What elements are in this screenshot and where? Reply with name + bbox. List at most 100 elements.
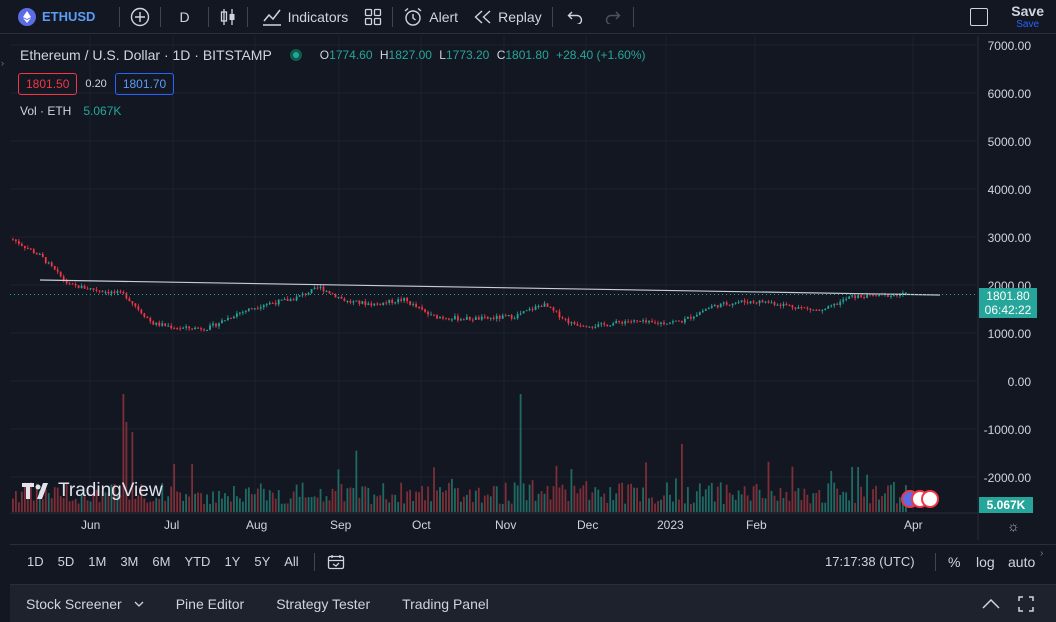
volume-bar [675,478,677,512]
volume-bar [534,500,537,512]
events-flags[interactable] [901,490,939,508]
range-all[interactable]: All [284,554,299,569]
candle-body [594,326,597,328]
tab-strategy-tester[interactable]: Strategy Tester [276,595,371,612]
settings-gear-icon[interactable]: ☼ [1007,518,1020,534]
date-range-bar: 1D 5D 1M 3M 6M YTD 1Y 5Y All 17:17:38 (UTC) % lo… [10,544,1056,578]
interval-button[interactable]: D [163,0,205,34]
volume-bar [274,498,277,512]
undo-button[interactable] [555,0,595,34]
candle-body [630,321,633,323]
indicators-button[interactable]: Indicators [250,0,357,34]
volume-bar [224,493,226,512]
replay-button[interactable]: Replay [466,0,550,34]
log-scale-toggle[interactable]: log [976,553,995,570]
range-5d[interactable]: 5D [57,554,75,569]
range-3m[interactable]: 3M [120,554,139,569]
chevron-down-icon[interactable] [134,601,144,607]
symbol-label: ETHUSD [42,9,96,24]
volume-bar [645,462,647,512]
series-title[interactable]: Ethereum / U.S. Dollar · 1D · BITSTAMP [20,47,272,63]
symbol-search[interactable]: ETHUSD [0,0,103,34]
volume-bar [483,495,486,512]
utc-clock[interactable]: 17:17:38 (UTC) [825,554,915,569]
alert-button[interactable]: Alert [395,0,466,34]
candle-body [167,325,170,327]
range-6m[interactable]: 6M [152,554,171,569]
volume-bar [815,492,818,512]
auto-scale-toggle[interactable]: auto [1008,553,1036,570]
candle-body [68,283,71,285]
volume-bar [167,496,170,512]
volume-bar [875,485,877,512]
sell-price-button[interactable]: 1801.50 [18,73,78,95]
candle-body [35,253,38,255]
volume-bar [110,484,113,512]
range-5y[interactable]: 5Y [254,554,271,569]
candle-body [161,323,164,326]
candle-body [618,320,621,322]
volume-bar [576,493,579,512]
candle-body [382,302,385,306]
candle-body [492,317,495,320]
percent-scale-toggle[interactable]: % [948,553,961,570]
candle-body [250,308,253,310]
volume-legend[interactable]: Vol · ETH 5.067K [20,104,121,118]
candle-body [86,288,89,290]
volume-bar [851,467,854,512]
chevron-right-icon[interactable]: › [1040,548,1044,559]
range-1d[interactable]: 1D [27,554,44,569]
range-1y[interactable]: 1Y [224,554,241,569]
candles [12,237,907,332]
logo-text: TradingView [58,480,163,501]
chart-type-button[interactable] [211,0,245,34]
range-1m[interactable]: 1M [88,554,107,569]
chevron-up-icon[interactable] [982,599,1000,609]
maximize-icon[interactable] [1018,596,1034,612]
price-axis-label: 4000.00 [987,183,1031,197]
buy-price-button[interactable]: 1801.70 [114,73,175,95]
volume-bar [788,500,791,512]
compare-add-button[interactable] [122,0,158,34]
volume-bar [152,501,155,512]
layouts-button[interactable] [356,0,390,34]
volume-bar [468,489,471,512]
volume-bar [122,394,125,512]
volume-bar [277,490,280,512]
calendar-goto-icon[interactable] [327,554,345,570]
volume-bar [259,483,262,512]
candle-body [833,303,836,306]
candle-body [675,320,677,322]
time-axis-label: Oct [412,518,431,532]
candle-body [821,310,824,312]
volume-bar [552,486,555,512]
redo-button[interactable] [595,0,631,34]
tab-trading-panel[interactable]: Trading Panel [402,595,489,612]
tab-stock-screener[interactable]: Stock Screener [10,596,160,612]
candle-body [887,294,889,297]
tab-pine-editor[interactable]: Pine Editor [175,595,245,612]
volume-bar [286,503,289,512]
candle-body [98,290,101,292]
volume-bar [660,499,662,512]
candle-body [528,308,531,311]
volume-bar [128,499,131,512]
volume-bar [773,495,776,512]
chevron-right-icon[interactable]: › [1,58,4,68]
volume-bar [412,501,415,512]
tradingview-logo[interactable]: TradingView [22,480,163,502]
volume-bar [507,500,510,512]
volume-bar [761,497,764,512]
interval-label: D [179,8,190,25]
save-button[interactable]: Save Save [1011,3,1044,30]
range-ytd[interactable]: YTD [184,554,211,569]
fullscreen-square-icon[interactable] [970,8,988,26]
candle-body [146,316,149,319]
candle-body [445,318,447,320]
volume-bar [740,494,743,512]
candle-body [218,323,220,327]
volume-bar [698,483,701,512]
candle-body [800,307,803,309]
candle-body [77,285,80,289]
